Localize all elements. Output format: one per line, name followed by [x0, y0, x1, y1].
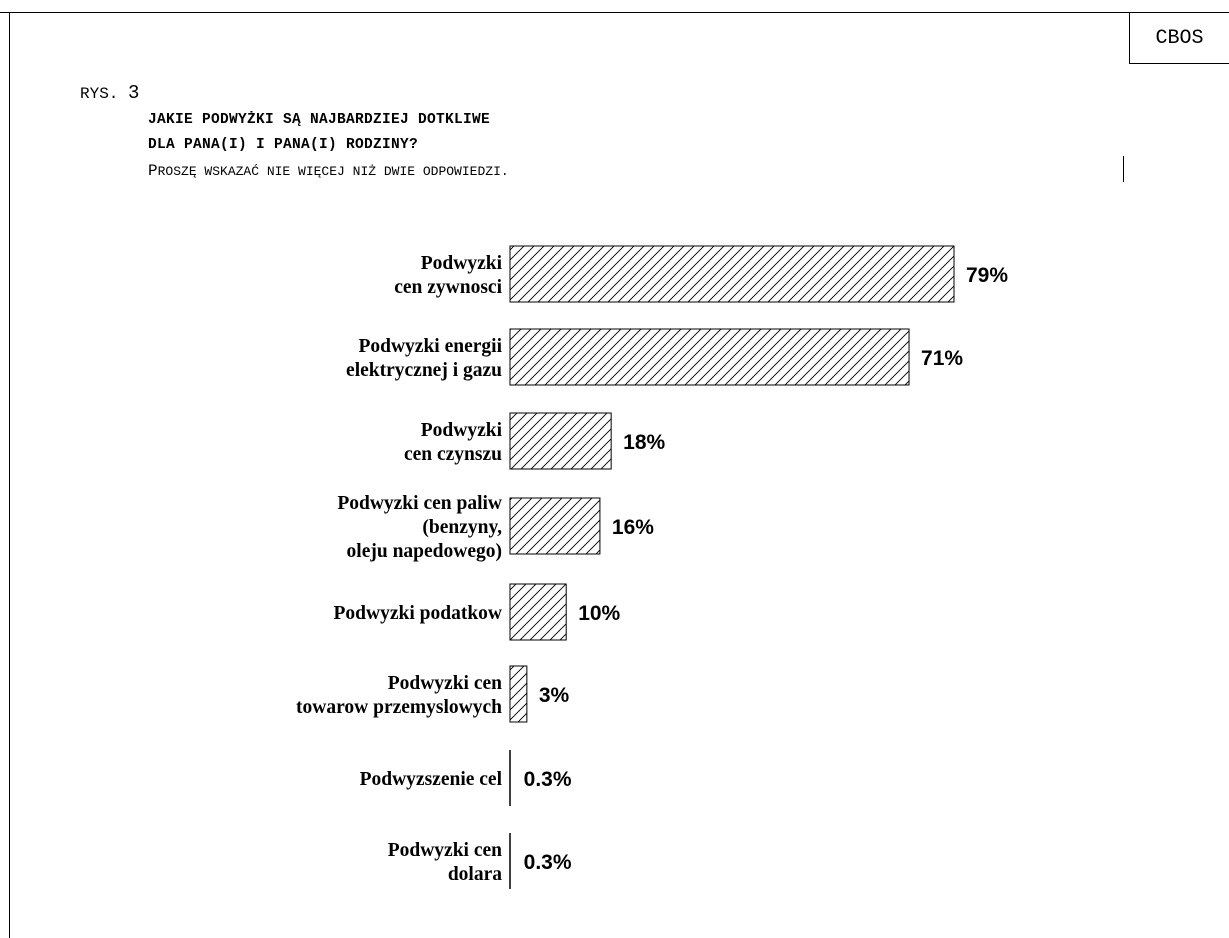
- figure-prefix: RYS.: [80, 85, 119, 103]
- bar: [509, 328, 910, 386]
- bar-group: 3% Podwyzki cen towarow przemyslowych: [296, 665, 570, 723]
- question-line-2: DLA PANA(I) I PANA(I) RODZINY?: [148, 137, 419, 153]
- bar-group: 16% Podwyzki cen paliw (benzyny, oleju nape…: [337, 493, 654, 562]
- figure-label: RYS. 3: [80, 82, 139, 104]
- instruction-text: PROSZĘ WSKAZAĆ NIE WIĘCEJ NIŻ DWIE ODPOW…: [148, 162, 509, 180]
- bar-group: 18% Podwyzki cen czynszu: [404, 412, 666, 470]
- category-label: oleju napedowego): [347, 541, 502, 562]
- category-label: towarow przemyslowych: [296, 697, 502, 718]
- bar-group: 0.3% Podwyzki cen dolara: [388, 833, 572, 889]
- category-label: (benzyny,: [422, 517, 502, 538]
- frame-left-border: [9, 12, 10, 938]
- bar-group: 0.3% Podwyzszenie cel: [360, 750, 572, 806]
- instruction-first-letter: P: [148, 162, 158, 180]
- category-label: dolara: [448, 864, 502, 885]
- question-line-1: JAKIE PODWYŻKI SĄ NAJBARDZIEJ DOTKLIWE: [148, 112, 491, 128]
- brand-box: CBOS: [1129, 13, 1229, 64]
- bar: [509, 665, 528, 723]
- instruction-rest: ROSZĘ WSKAZAĆ NIE WIĘCEJ NIŻ DWIE ODPOWI…: [157, 164, 509, 179]
- category-label: cen czynszu: [404, 444, 502, 465]
- category-label: cen zywnosci: [394, 277, 502, 298]
- category-label: Podwyzki energii: [358, 336, 502, 357]
- bar-group: 10% Podwyzki podatkow: [334, 583, 621, 641]
- value-label: 3%: [539, 684, 570, 707]
- category-label: Podwyzki: [421, 253, 503, 274]
- figure-number: 3: [128, 82, 140, 104]
- bar: [509, 245, 955, 303]
- value-label: 16%: [612, 516, 654, 539]
- category-label: Podwyzki cen: [388, 840, 502, 861]
- value-label: 0.3%: [524, 851, 572, 874]
- category-label: Podwyzki cen: [388, 673, 502, 694]
- value-label: 71%: [921, 347, 963, 370]
- category-label: Podwyzki podatkow: [334, 603, 503, 624]
- category-label: elektrycznej i gazu: [346, 360, 502, 381]
- category-label: Podwyzszenie cel: [360, 769, 503, 790]
- bar-group: 79% Podwyzki cen zywnosci: [394, 245, 1008, 303]
- brand-label: CBOS: [1155, 26, 1204, 50]
- bar: [509, 497, 601, 555]
- category-label: Podwyzki cen paliw: [337, 493, 502, 514]
- bar: [509, 412, 612, 470]
- value-label: 10%: [578, 602, 620, 625]
- value-label: 18%: [623, 431, 665, 454]
- bar: [509, 583, 567, 641]
- value-label: 79%: [966, 264, 1008, 287]
- value-label: 0.3%: [524, 768, 572, 791]
- category-label: Podwyzki: [421, 420, 503, 441]
- bar-group: 71% Podwyzki energii elektrycznej i gazu: [346, 328, 963, 386]
- margin-tick: [1123, 156, 1124, 182]
- frame-top-border: [0, 12, 1229, 13]
